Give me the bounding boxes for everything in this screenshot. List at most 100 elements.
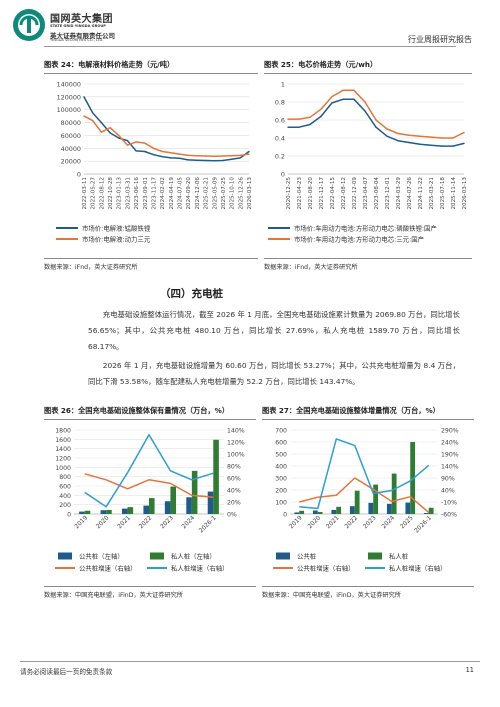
- bar-1: [294, 512, 300, 514]
- growth-line-1: [84, 473, 214, 498]
- legend-swatch: [150, 552, 164, 560]
- data-point: [230, 158, 233, 160]
- x-tick-label: 2024-04-19: [169, 177, 175, 210]
- x-tick-label: 2020: [95, 514, 111, 530]
- x-tick-label: 2025-02-21: [204, 177, 210, 210]
- fig24-bottom-rule: [44, 258, 258, 259]
- x-tick-label: 2025: [399, 514, 415, 530]
- data-point: [161, 150, 163, 153]
- legend-label: 市场价:电解液:动力三元: [82, 235, 151, 244]
- bar-1: [79, 511, 85, 514]
- y-right-tick-label: -10%: [441, 500, 457, 507]
- data-point: [320, 108, 322, 110]
- data-point: [152, 147, 155, 149]
- footer-disclaimer: 请务必阅读最后一页的免责条款: [20, 668, 113, 676]
- bar-1: [386, 503, 392, 514]
- bar-2: [354, 490, 360, 514]
- data-point: [463, 131, 465, 134]
- x-tick-label: 2019: [73, 514, 89, 530]
- bar-2: [299, 510, 305, 514]
- bar-2: [391, 473, 397, 514]
- x-tick-label: 2023-12-01: [385, 177, 391, 210]
- section-title: （四）充电桩: [160, 288, 223, 300]
- legend-label: 市场价:电解液:锰酸铁锂: [82, 224, 151, 233]
- data-point: [135, 141, 137, 143]
- x-tick-label: 2023-11-17: [151, 177, 157, 210]
- fig27-chart: 0 100 200 300 400 500 600 700 -60% -10% 40% 90% 140%…: [273, 428, 459, 573]
- data-point: [100, 131, 103, 133]
- y-left-tick-label: 400: [275, 464, 287, 471]
- series-line-1: [83, 96, 250, 162]
- y-tick-label: 0.6: [275, 117, 285, 125]
- y-left-tick-label: 1400: [55, 446, 71, 453]
- x-tick-label: 2024-07-26: [407, 177, 413, 210]
- y-left-tick-label: 300: [275, 476, 287, 483]
- legend-label: 市场价:车用动力电池:方形动力电芯:三元:国产: [294, 235, 424, 244]
- x-tick-label: 2025-05-09: [212, 177, 218, 210]
- y-right-tick-label: 40%: [227, 488, 241, 495]
- growth-line-2: [84, 434, 214, 508]
- bar-1: [349, 506, 355, 514]
- x-tick-label: 2023: [362, 514, 378, 530]
- data-point: [222, 159, 224, 162]
- y-tick-label: 1: [281, 81, 285, 89]
- bar-1: [164, 501, 171, 514]
- fig25-bottom-rule: [264, 258, 472, 259]
- data-point: [230, 154, 233, 157]
- bar-1: [423, 513, 429, 514]
- data-point: [342, 89, 344, 91]
- y-tick-label: 120000: [57, 93, 81, 101]
- y-tick-label: 0: [77, 171, 81, 179]
- data-point: [109, 127, 111, 129]
- data-point: [430, 144, 432, 146]
- x-tick-label: 2025-07-25: [221, 177, 227, 210]
- data-point: [397, 132, 399, 135]
- legend-label: 私人桩增速（右轴）: [389, 564, 447, 573]
- y-left-tick-label: 1000: [55, 465, 71, 472]
- data-point: [408, 141, 410, 144]
- x-tick-label: 2024-09-20: [186, 177, 192, 210]
- fig24-chart: 0 20000 40000 60000 80000 100000 120000 140000 2…: [56, 81, 253, 244]
- footer-divider: [20, 661, 480, 662]
- fig26-source: 数据来源：中国充电联盟，iFinD，英大证券研究所: [44, 592, 183, 599]
- state-grid-logo-icon: [13, 9, 45, 41]
- fig26-title-rule: [44, 419, 256, 420]
- data-point: [248, 150, 250, 153]
- x-tick-label: 2022-03-11: [82, 177, 88, 210]
- fig25-source: 数据来源：iFnd，英大证券研究所: [264, 264, 358, 271]
- data-point: [196, 154, 198, 157]
- data-point: [331, 102, 333, 104]
- data-point: [222, 155, 224, 157]
- y-left-tick-label: 500: [275, 452, 287, 459]
- x-tick-label: 2023-04-07: [363, 177, 369, 210]
- x-tick-label: 2023: [159, 514, 175, 530]
- legend-label: 公共桩（左轴）: [79, 552, 124, 561]
- subsidiary-name-cn: 英大证券有限责任公司: [50, 32, 115, 40]
- data-point: [463, 142, 465, 145]
- data-point: [441, 137, 443, 139]
- data-point: [353, 98, 355, 100]
- data-point: [91, 112, 94, 114]
- bar-2: [373, 484, 379, 514]
- data-point: [419, 135, 421, 137]
- y-right-tick-label: 80%: [227, 464, 241, 471]
- data-point: [126, 139, 129, 142]
- data-point: [187, 159, 189, 161]
- fig27-title: 图表 27：全国充电基础设施整体增量情况（万台，%）: [262, 406, 440, 415]
- bar-2: [213, 439, 219, 514]
- bar-2: [149, 498, 155, 514]
- y-left-tick-label: 600: [275, 440, 287, 447]
- data-point: [204, 155, 207, 157]
- x-tick-label: 2023-01-13: [117, 177, 123, 210]
- bar-1: [405, 502, 411, 514]
- x-tick-label: 2022-08-12: [99, 177, 105, 210]
- bar-1: [186, 497, 192, 514]
- data-point: [452, 137, 454, 139]
- data-point: [144, 142, 146, 144]
- data-point: [178, 153, 181, 155]
- x-tick-label: 2021: [116, 514, 132, 530]
- bar-1: [122, 508, 128, 514]
- fig26-bottom-rule: [44, 586, 256, 587]
- subsidiary-name-en: YINGDA SECURITIES CO., LTD.: [50, 38, 104, 42]
- x-tick-label: 2026-1: [198, 514, 218, 534]
